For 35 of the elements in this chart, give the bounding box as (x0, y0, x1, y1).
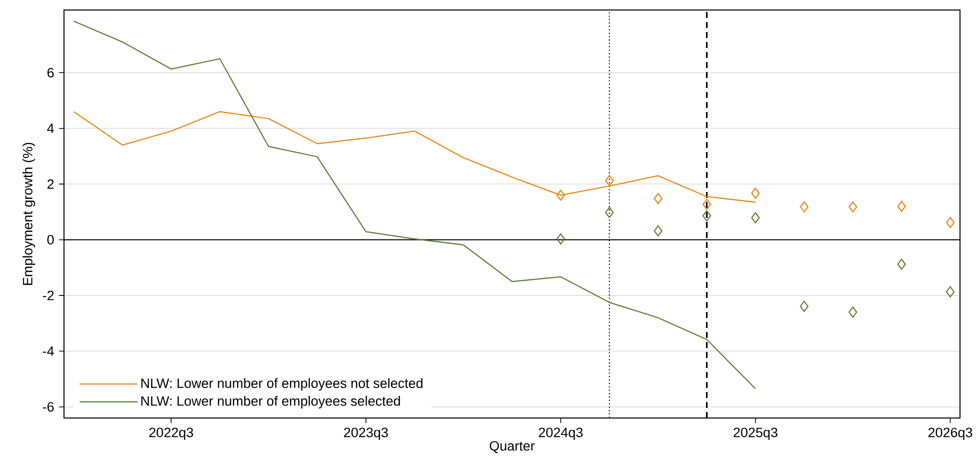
x-tick-label: 2022q3 (149, 428, 194, 440)
point (556, 190, 566, 201)
legend-label: NLW: Lower number of employees not selected (141, 378, 422, 391)
x-axis-title: Quarter (490, 441, 535, 454)
line-series (73, 20, 756, 390)
x-tick-label: 2026q3 (928, 428, 972, 440)
point (605, 175, 614, 186)
x-tick-label: 2025q3 (734, 428, 778, 440)
y-tick-label: -4 (42, 346, 54, 356)
y-tick-label: -6 (42, 402, 54, 412)
y-axis-title: Employment growth (%) (22, 142, 36, 285)
x-tick-label: 2024q3 (538, 428, 583, 440)
point (751, 212, 760, 224)
point (702, 210, 712, 222)
point (946, 216, 955, 228)
point (848, 201, 858, 212)
point (800, 300, 808, 312)
point (751, 188, 760, 199)
point (946, 286, 955, 298)
y-tick-label: 2 (47, 179, 54, 189)
point (897, 200, 906, 212)
y-tick-label: 4 (47, 124, 54, 134)
y-tick-label: -2 (42, 290, 54, 300)
point (848, 306, 858, 318)
point (556, 233, 566, 244)
point (654, 225, 662, 236)
legend-label: NLW: Lower number of employees selected (141, 396, 400, 408)
point (654, 192, 662, 204)
x-tick-label: 2023q3 (344, 428, 388, 440)
y-tick-label: 6 (47, 68, 54, 78)
point (605, 206, 614, 218)
point (800, 201, 808, 212)
point (897, 258, 906, 270)
point (702, 198, 712, 210)
y-tick-label: 0 (47, 234, 54, 245)
